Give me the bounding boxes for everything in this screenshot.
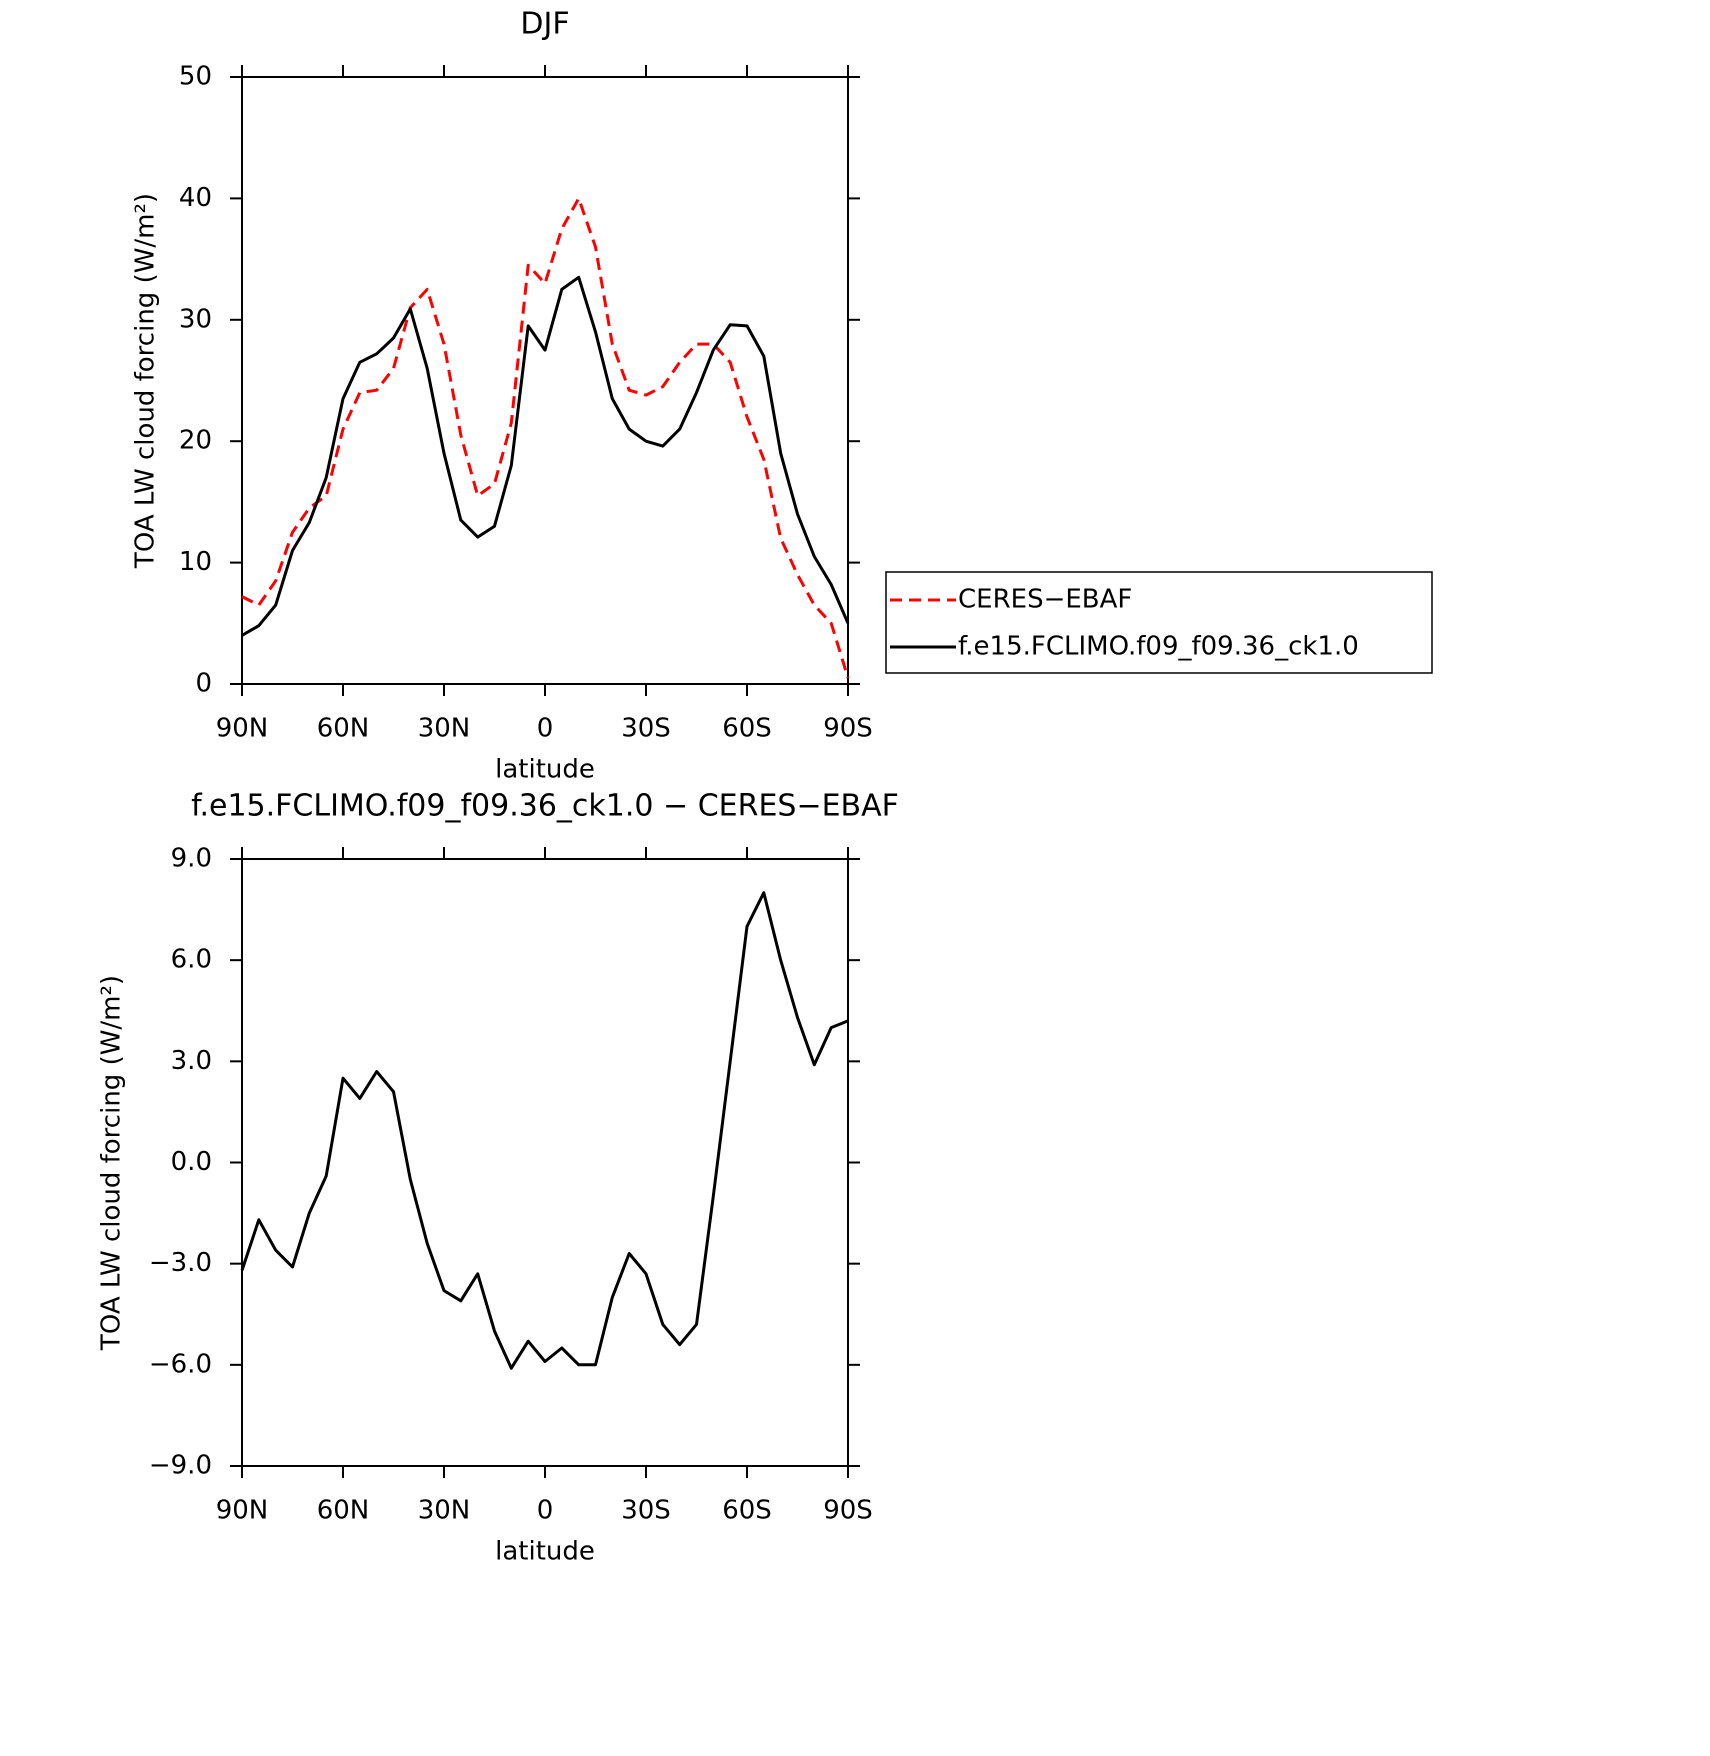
plot-frame: [241, 76, 849, 685]
x-tick-label: 60S: [722, 1496, 772, 1526]
chart-title: f.e15.FCLIMO.f09_f09.36_ck1.0 − CERES−EB…: [191, 789, 899, 824]
x-tick-label: 60S: [722, 714, 772, 744]
legend-label: f.e15.FCLIMO.f09_f09.36_ck1.0: [958, 632, 1359, 662]
series-line: [241, 275, 850, 637]
x-tick-label: 30S: [621, 714, 671, 744]
y-tick-label: 10: [179, 547, 212, 577]
y-tick-label: 6.0: [171, 945, 212, 975]
y-axis-label: TOA LW cloud forcing (W/m²): [97, 975, 127, 1351]
x-tick-label: 90N: [216, 714, 269, 744]
x-tick-label: 30S: [621, 1496, 671, 1526]
x-axis-label: latitude: [495, 755, 595, 785]
x-tick-label: 30N: [418, 714, 471, 744]
x-tick-label: 60N: [317, 714, 370, 744]
y-tick-label: −9.0: [149, 1451, 212, 1481]
x-tick-label: 90S: [823, 1496, 873, 1526]
y-tick-label: 40: [179, 183, 212, 213]
y-tick-label: 3.0: [171, 1046, 212, 1076]
y-tick-label: 9.0: [171, 844, 212, 874]
series-line: [241, 196, 850, 679]
x-tick-label: 90S: [823, 714, 873, 744]
y-tick-label: 30: [179, 304, 212, 334]
x-tick-label: 0: [537, 714, 554, 744]
x-tick-label: 90N: [216, 1496, 269, 1526]
y-tick-label: −3.0: [149, 1248, 212, 1278]
plot-frame: [241, 858, 849, 1467]
y-tick-label: 20: [179, 426, 212, 456]
y-tick-label: 0.0: [171, 1147, 212, 1177]
series-line: [240, 891, 849, 1370]
x-axis-label: latitude: [495, 1537, 595, 1567]
x-tick-label: 30N: [418, 1496, 471, 1526]
chart-title: DJF: [520, 7, 569, 42]
y-axis-label: TOA LW cloud forcing (W/m²): [131, 193, 161, 569]
y-tick-label: −6.0: [149, 1349, 212, 1379]
y-tick-label: 0: [195, 669, 212, 699]
x-tick-label: 0: [537, 1496, 554, 1526]
y-tick-label: 50: [179, 62, 212, 92]
x-tick-label: 60N: [317, 1496, 370, 1526]
legend-box: [885, 571, 1433, 674]
legend-label: CERES−EBAF: [958, 585, 1132, 615]
